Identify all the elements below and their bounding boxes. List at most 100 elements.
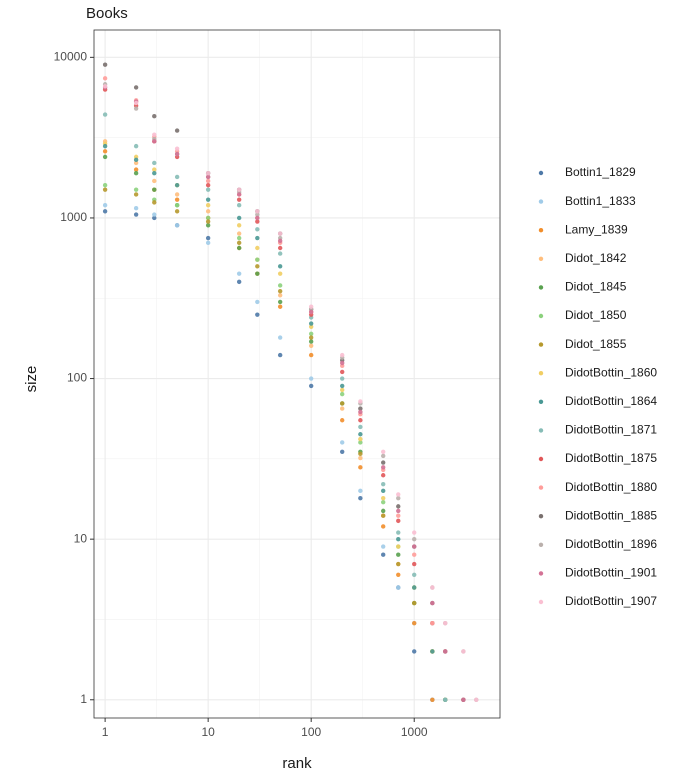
point <box>174 192 180 197</box>
point <box>255 299 260 305</box>
point <box>236 231 242 236</box>
point <box>381 449 386 454</box>
y-tick-label: 1 <box>80 692 87 706</box>
point <box>205 235 211 241</box>
point <box>174 128 180 133</box>
point <box>277 299 283 305</box>
point <box>236 271 242 276</box>
legend-swatch <box>538 199 544 204</box>
point <box>396 495 401 501</box>
point <box>133 187 139 192</box>
point <box>396 544 401 549</box>
point <box>277 352 283 358</box>
point <box>412 536 417 542</box>
point <box>358 418 363 423</box>
y-tick-label: 10000 <box>54 50 88 64</box>
point <box>255 215 260 221</box>
point <box>133 157 139 163</box>
point <box>174 203 180 208</box>
point <box>205 170 211 176</box>
y-tick-label: 10 <box>74 531 88 545</box>
legend-label: Didot_1850 <box>565 308 627 322</box>
legend-label: DidotBottin_1860 <box>565 365 657 379</box>
point <box>236 240 242 246</box>
point <box>443 697 448 702</box>
point <box>396 508 401 514</box>
point <box>412 620 417 626</box>
legend-label: Bottin1_1829 <box>565 165 636 179</box>
point <box>277 304 283 309</box>
chart-title: Books <box>86 5 128 22</box>
point <box>396 552 401 557</box>
x-tick-label: 1 <box>102 725 109 739</box>
point <box>152 212 157 217</box>
point <box>174 146 180 151</box>
point <box>358 409 363 415</box>
point <box>236 187 242 192</box>
point <box>396 513 401 518</box>
point <box>358 495 363 501</box>
point <box>381 552 386 557</box>
point <box>152 139 157 144</box>
point <box>236 245 242 251</box>
point <box>412 530 417 535</box>
point <box>308 324 314 330</box>
point <box>358 406 363 411</box>
legend-swatch <box>538 285 544 290</box>
point <box>133 100 139 106</box>
point <box>102 76 108 81</box>
point <box>205 187 211 192</box>
point <box>381 465 386 470</box>
point <box>133 167 139 172</box>
legend-label: Didot_1842 <box>565 251 627 265</box>
point <box>308 343 314 348</box>
point <box>461 649 466 654</box>
point <box>102 143 108 149</box>
point <box>255 312 260 317</box>
point <box>430 600 435 606</box>
legend-swatch <box>538 514 544 519</box>
point <box>236 197 242 202</box>
point <box>152 160 157 166</box>
point <box>102 182 108 188</box>
point <box>340 383 345 389</box>
point <box>308 309 314 315</box>
legend-swatch <box>538 313 544 319</box>
point <box>277 283 283 288</box>
point <box>340 369 345 375</box>
x-tick-label: 1000 <box>401 725 428 739</box>
point <box>308 304 314 309</box>
point <box>340 360 345 366</box>
point <box>381 453 386 459</box>
point <box>277 293 283 298</box>
point <box>277 251 283 256</box>
point <box>236 223 242 228</box>
legend-swatch <box>538 228 544 233</box>
x-axis-label: rank <box>282 755 312 772</box>
point <box>152 215 157 221</box>
legend-swatch <box>538 485 544 490</box>
point <box>381 495 386 501</box>
point <box>236 215 242 221</box>
point <box>255 219 260 224</box>
point <box>396 492 401 497</box>
point <box>358 455 363 461</box>
point <box>205 219 211 224</box>
legend-swatch <box>538 342 544 347</box>
point <box>396 530 401 535</box>
point <box>255 264 260 269</box>
point <box>133 212 139 217</box>
point <box>358 488 363 494</box>
point <box>340 440 345 445</box>
legend-label: DidotBottin_1907 <box>565 594 657 608</box>
point <box>102 62 108 67</box>
y-tick-label: 100 <box>67 371 87 385</box>
point <box>102 84 108 89</box>
point <box>308 383 314 389</box>
point <box>308 321 314 326</box>
point <box>277 288 283 294</box>
point <box>412 552 417 557</box>
point <box>205 223 211 228</box>
point <box>277 264 283 269</box>
